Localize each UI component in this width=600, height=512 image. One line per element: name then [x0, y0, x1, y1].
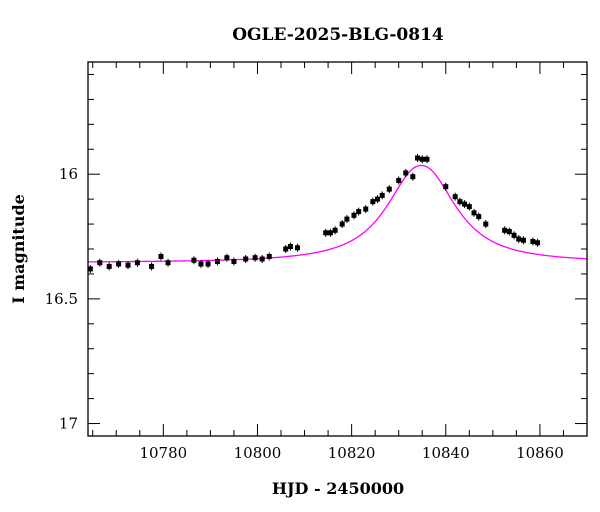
x-axis-label: HJD - 2450000: [272, 479, 404, 498]
data-point: [363, 205, 369, 214]
data-point: [502, 226, 508, 235]
tick-labels: 10780 10800 10820 10840 10860 16 16.5 17: [45, 165, 564, 462]
data-point: [457, 197, 463, 206]
data-point: [134, 258, 140, 267]
data-point: [214, 257, 220, 266]
data-point: [205, 259, 211, 268]
data-point: [87, 264, 93, 273]
data-point: [530, 237, 536, 246]
data-point: [370, 197, 376, 206]
data-point: [483, 220, 489, 229]
plot-area: [87, 153, 588, 273]
plot-frame: [87, 61, 588, 437]
y-tick-label: 16.5: [45, 290, 78, 308]
chart-title: OGLE-2025-BLG-0814: [232, 25, 444, 45]
y-tick-label: 17: [59, 415, 78, 433]
data-point: [471, 208, 477, 217]
data-point: [520, 236, 526, 245]
x-tick-label: 10800: [234, 444, 282, 462]
data-point: [462, 200, 468, 209]
data-point: [403, 168, 409, 177]
data-point: [294, 243, 300, 252]
data-point: [443, 182, 449, 191]
data-point: [466, 202, 472, 211]
data-point: [410, 172, 416, 181]
x-tick-label: 10860: [516, 444, 564, 462]
data-point: [323, 228, 329, 237]
data-point: [266, 252, 272, 261]
y-axis-label: I magnitude: [9, 194, 28, 304]
y-tick-label: 16: [59, 165, 78, 183]
model-curve: [87, 164, 588, 263]
data-point: [158, 252, 164, 261]
data-point: [516, 235, 522, 244]
data-point: [198, 259, 204, 268]
data-point: [165, 258, 171, 267]
data-point: [283, 245, 289, 253]
data-points: [87, 153, 541, 273]
data-point: [327, 228, 333, 237]
data-point: [243, 254, 249, 263]
data-point: [415, 153, 421, 162]
data-point: [511, 231, 517, 240]
data-point: [191, 256, 197, 265]
x-tick-label: 10820: [328, 444, 376, 462]
data-point: [252, 253, 258, 262]
data-point: [476, 212, 482, 221]
data-point: [125, 261, 131, 270]
data-point: [231, 257, 237, 266]
data-point: [332, 226, 338, 235]
data-point: [386, 185, 392, 194]
data-point: [344, 215, 350, 224]
data-point: [351, 211, 357, 220]
data-point: [356, 207, 362, 216]
data-point: [224, 253, 230, 262]
data-point: [379, 191, 385, 200]
axis-ticks: [88, 62, 588, 436]
data-point: [419, 155, 425, 164]
data-point: [259, 254, 265, 263]
data-point: [287, 242, 293, 251]
data-point: [535, 238, 541, 247]
data-point: [375, 195, 381, 204]
data-point: [149, 262, 155, 271]
data-point: [116, 259, 122, 268]
data-point: [424, 155, 430, 164]
data-point: [396, 176, 402, 185]
data-point: [97, 258, 103, 267]
data-point: [106, 262, 112, 271]
data-point: [339, 220, 345, 229]
data-point: [506, 227, 512, 236]
x-tick-label: 10780: [139, 444, 187, 462]
data-point: [452, 192, 458, 201]
x-tick-label: 10840: [422, 444, 470, 462]
